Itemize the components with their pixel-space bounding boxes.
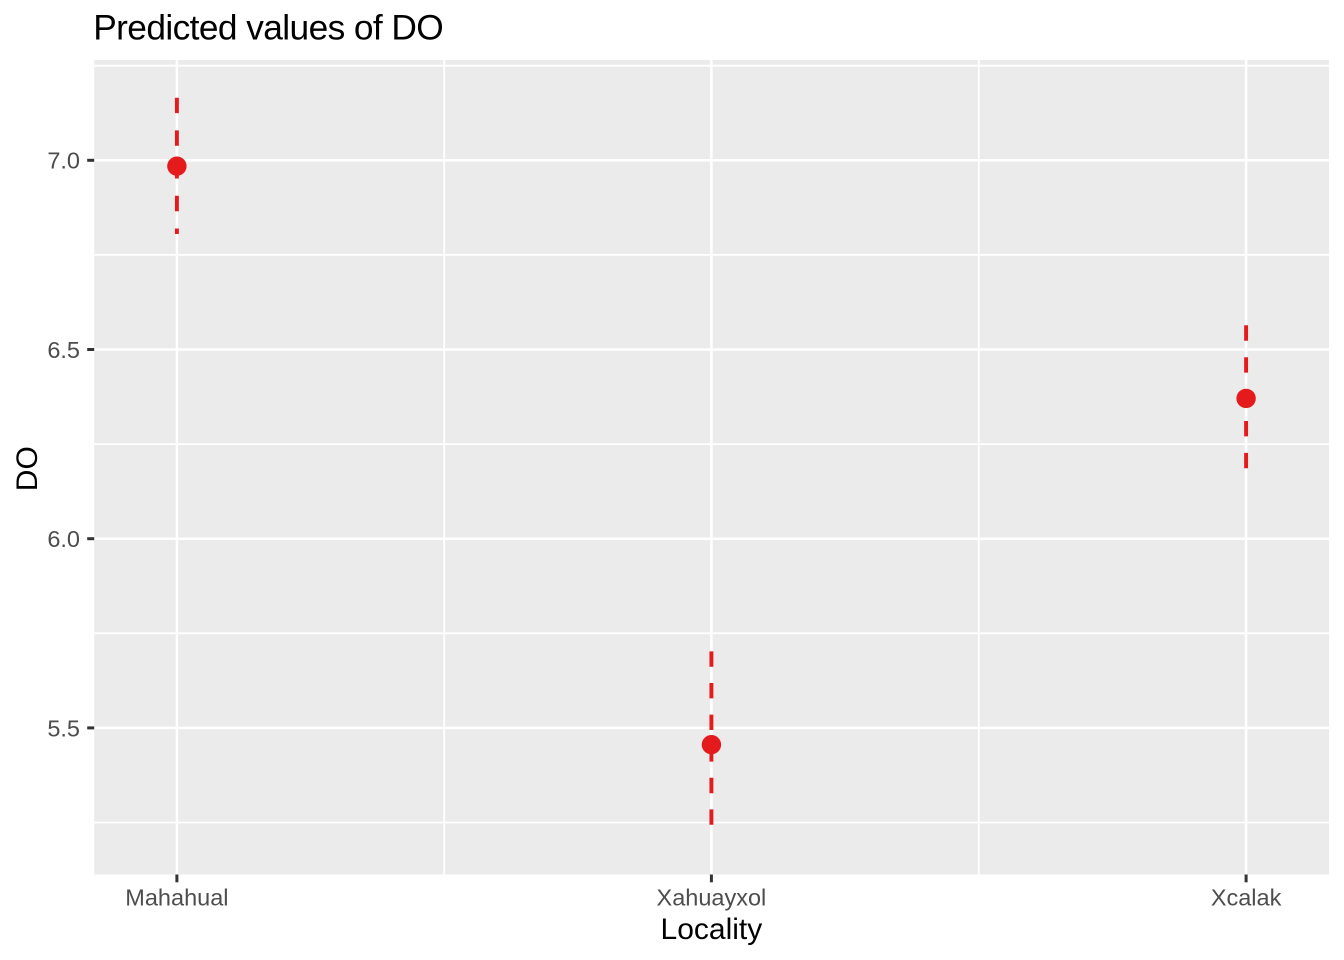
svg-text:6.5: 6.5	[47, 337, 80, 363]
svg-text:Xcalak: Xcalak	[1211, 885, 1282, 911]
svg-text:Xahuayxol: Xahuayxol	[657, 885, 767, 911]
svg-text:Mahahual: Mahahual	[125, 885, 228, 911]
svg-text:Locality: Locality	[661, 913, 763, 946]
svg-text:7.0: 7.0	[47, 148, 80, 174]
svg-text:DO: DO	[11, 446, 44, 491]
svg-text:Predicted values of DO: Predicted values of DO	[93, 9, 444, 48]
svg-text:6.0: 6.0	[47, 526, 80, 552]
svg-text:5.5: 5.5	[47, 715, 80, 741]
